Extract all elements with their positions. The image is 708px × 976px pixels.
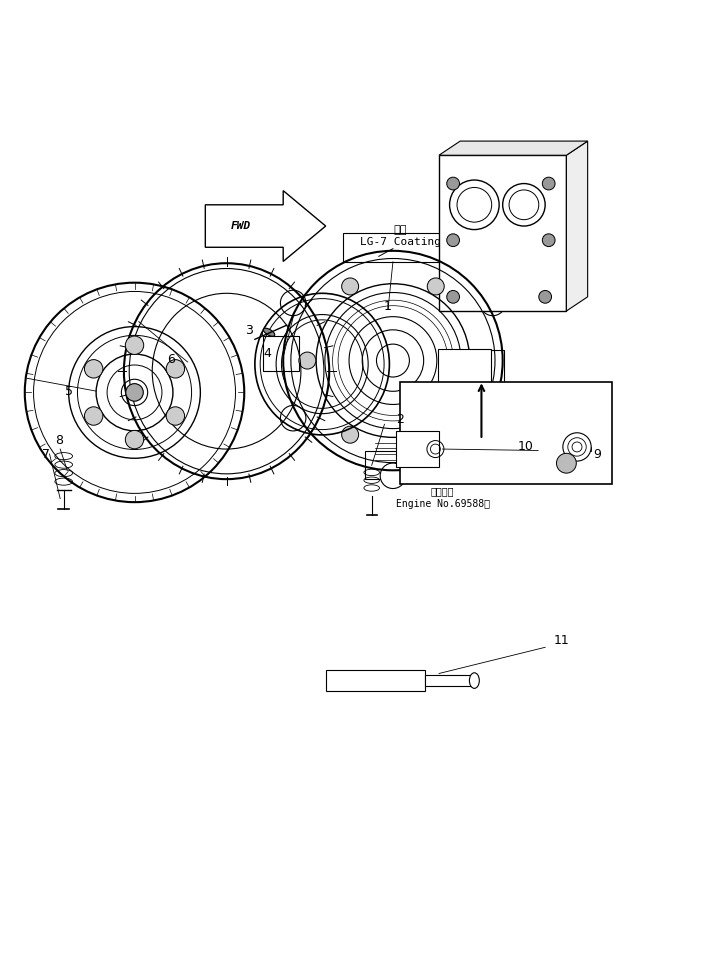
Circle shape — [447, 234, 459, 247]
FancyBboxPatch shape — [343, 233, 442, 262]
Text: 1: 1 — [384, 300, 392, 312]
Circle shape — [542, 234, 555, 247]
Circle shape — [427, 427, 444, 443]
Bar — [396, 431, 439, 467]
Circle shape — [480, 405, 506, 431]
FancyBboxPatch shape — [263, 336, 299, 371]
Circle shape — [125, 336, 144, 354]
Circle shape — [166, 407, 185, 426]
Bar — [439, 155, 566, 311]
Bar — [326, 670, 425, 691]
Text: 5: 5 — [64, 385, 73, 397]
Polygon shape — [439, 142, 588, 155]
Circle shape — [480, 290, 506, 315]
FancyBboxPatch shape — [365, 451, 421, 479]
Text: 4: 4 — [263, 347, 272, 360]
Text: 8: 8 — [55, 434, 63, 447]
Circle shape — [447, 178, 459, 190]
Text: LG-7 Coating: LG-7 Coating — [360, 237, 440, 247]
Text: 10: 10 — [518, 440, 533, 454]
Circle shape — [280, 290, 306, 315]
Polygon shape — [205, 190, 326, 262]
Text: 3: 3 — [245, 324, 253, 338]
Text: FWD: FWD — [231, 221, 251, 231]
Text: 2: 2 — [396, 413, 404, 426]
Bar — [400, 382, 612, 484]
Circle shape — [380, 463, 406, 489]
Circle shape — [427, 278, 444, 295]
Circle shape — [280, 405, 306, 431]
Circle shape — [125, 430, 144, 449]
Text: 6: 6 — [167, 352, 176, 366]
Circle shape — [542, 178, 555, 190]
Text: 塗布: 塗布 — [393, 224, 407, 234]
Circle shape — [84, 407, 103, 426]
Circle shape — [342, 278, 359, 295]
Circle shape — [166, 359, 185, 378]
Bar — [438, 349, 491, 384]
Ellipse shape — [469, 672, 479, 688]
Circle shape — [447, 291, 459, 304]
Polygon shape — [566, 142, 588, 311]
Bar — [425, 675, 474, 686]
Circle shape — [470, 352, 487, 369]
Circle shape — [539, 291, 552, 304]
Text: 適用号機: 適用号機 — [430, 487, 455, 497]
Ellipse shape — [263, 328, 275, 337]
FancyBboxPatch shape — [469, 350, 504, 386]
Text: 9: 9 — [593, 448, 601, 462]
Circle shape — [556, 453, 576, 473]
Circle shape — [126, 384, 143, 401]
Text: 7: 7 — [42, 448, 50, 461]
Text: 11: 11 — [554, 633, 569, 647]
Text: Engine No.69588～: Engine No.69588～ — [396, 499, 489, 508]
Circle shape — [342, 427, 359, 443]
Circle shape — [299, 352, 316, 369]
Circle shape — [84, 359, 103, 378]
